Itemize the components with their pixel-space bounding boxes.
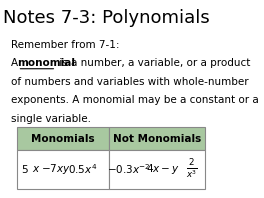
FancyBboxPatch shape [17, 150, 109, 189]
Text: is a number, a variable, or a product: is a number, a variable, or a product [56, 58, 251, 68]
Text: monomial: monomial [17, 58, 76, 68]
Text: Monomials: Monomials [31, 133, 95, 144]
Text: $\frac{2}{x^3}$: $\frac{2}{x^3}$ [186, 158, 198, 181]
Text: exponents. A monomial may be a constant or a: exponents. A monomial may be a constant … [11, 95, 258, 105]
Text: Not Monomials: Not Monomials [113, 133, 201, 144]
Text: of numbers and variables with whole-number: of numbers and variables with whole-numb… [11, 77, 248, 87]
FancyBboxPatch shape [109, 150, 205, 189]
Text: $-0.3x^{-2}$: $-0.3x^{-2}$ [107, 162, 151, 176]
Text: $4x-y$: $4x-y$ [146, 162, 180, 176]
Text: single variable.: single variable. [11, 114, 91, 124]
FancyBboxPatch shape [109, 127, 205, 150]
Text: $x$: $x$ [32, 164, 41, 174]
Text: $-7xy$: $-7xy$ [41, 162, 70, 176]
Text: A: A [11, 58, 21, 68]
FancyBboxPatch shape [17, 127, 109, 150]
Text: Remember from 7-1:: Remember from 7-1: [11, 40, 119, 50]
Text: Notes 7-3: Polynomials: Notes 7-3: Polynomials [3, 9, 210, 27]
Text: $0.5x^4$: $0.5x^4$ [68, 162, 97, 176]
Text: $5$: $5$ [21, 163, 28, 175]
